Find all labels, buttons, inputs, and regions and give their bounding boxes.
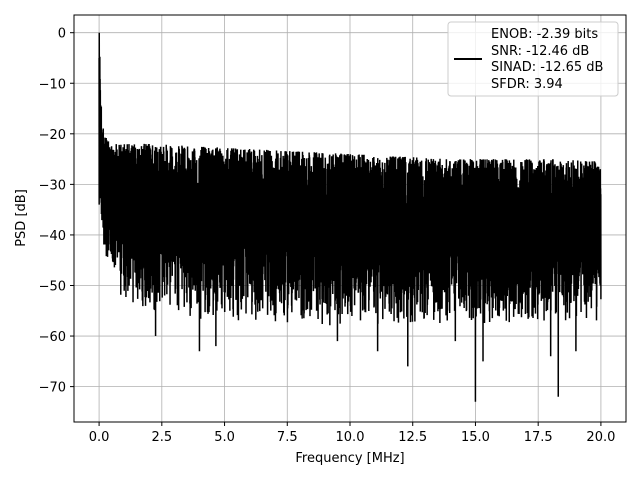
x-tick-label: 17.5 [524, 430, 553, 445]
legend-entry-enob: ENOB: -2.39 bits [491, 27, 598, 42]
y-tick-label: −10 [39, 77, 66, 92]
x-tick-label: 5.0 [214, 430, 235, 445]
legend-entry-snr: SNR: -12.46 dB [491, 44, 589, 59]
x-tick-label: 20.0 [586, 430, 615, 445]
y-tick-label: 0 [58, 27, 66, 42]
x-tick-label: 7.5 [277, 430, 298, 445]
x-tick-label: 2.5 [151, 430, 172, 445]
y-tick-label: −70 [39, 381, 66, 396]
legend-entry-sfdr: SFDR: 3.94 [491, 77, 563, 92]
legend: ENOB: -2.39 bits SNR: -12.46 dB SINAD: -… [447, 21, 619, 97]
x-tick-label: 15.0 [461, 430, 490, 445]
y-axis: 0 −10 −20 −30 −40 −50 −60 −70 [39, 27, 74, 396]
y-tick-label: −40 [39, 229, 66, 244]
x-tick-label: 10.0 [336, 430, 365, 445]
series-layer [98, 32, 602, 402]
x-axis: 0.0 2.5 5.0 7.5 10.0 12.5 15.0 17.5 20.0 [89, 422, 615, 445]
legend-entry-sinad: SINAD: -12.65 dB [491, 60, 603, 75]
x-tick-label: 0.0 [89, 430, 110, 445]
y-tick-label: −60 [39, 330, 66, 345]
y-tick-label: −50 [39, 279, 66, 294]
x-axis-title: Frequency [MHz] [295, 451, 404, 466]
psd-series-line [98, 32, 602, 402]
x-tick-label: 12.5 [398, 430, 427, 445]
y-axis-title: PSD [dB] [14, 189, 29, 247]
legend-box [447, 21, 619, 97]
y-tick-label: −30 [39, 178, 66, 193]
y-tick-label: −20 [39, 128, 66, 143]
